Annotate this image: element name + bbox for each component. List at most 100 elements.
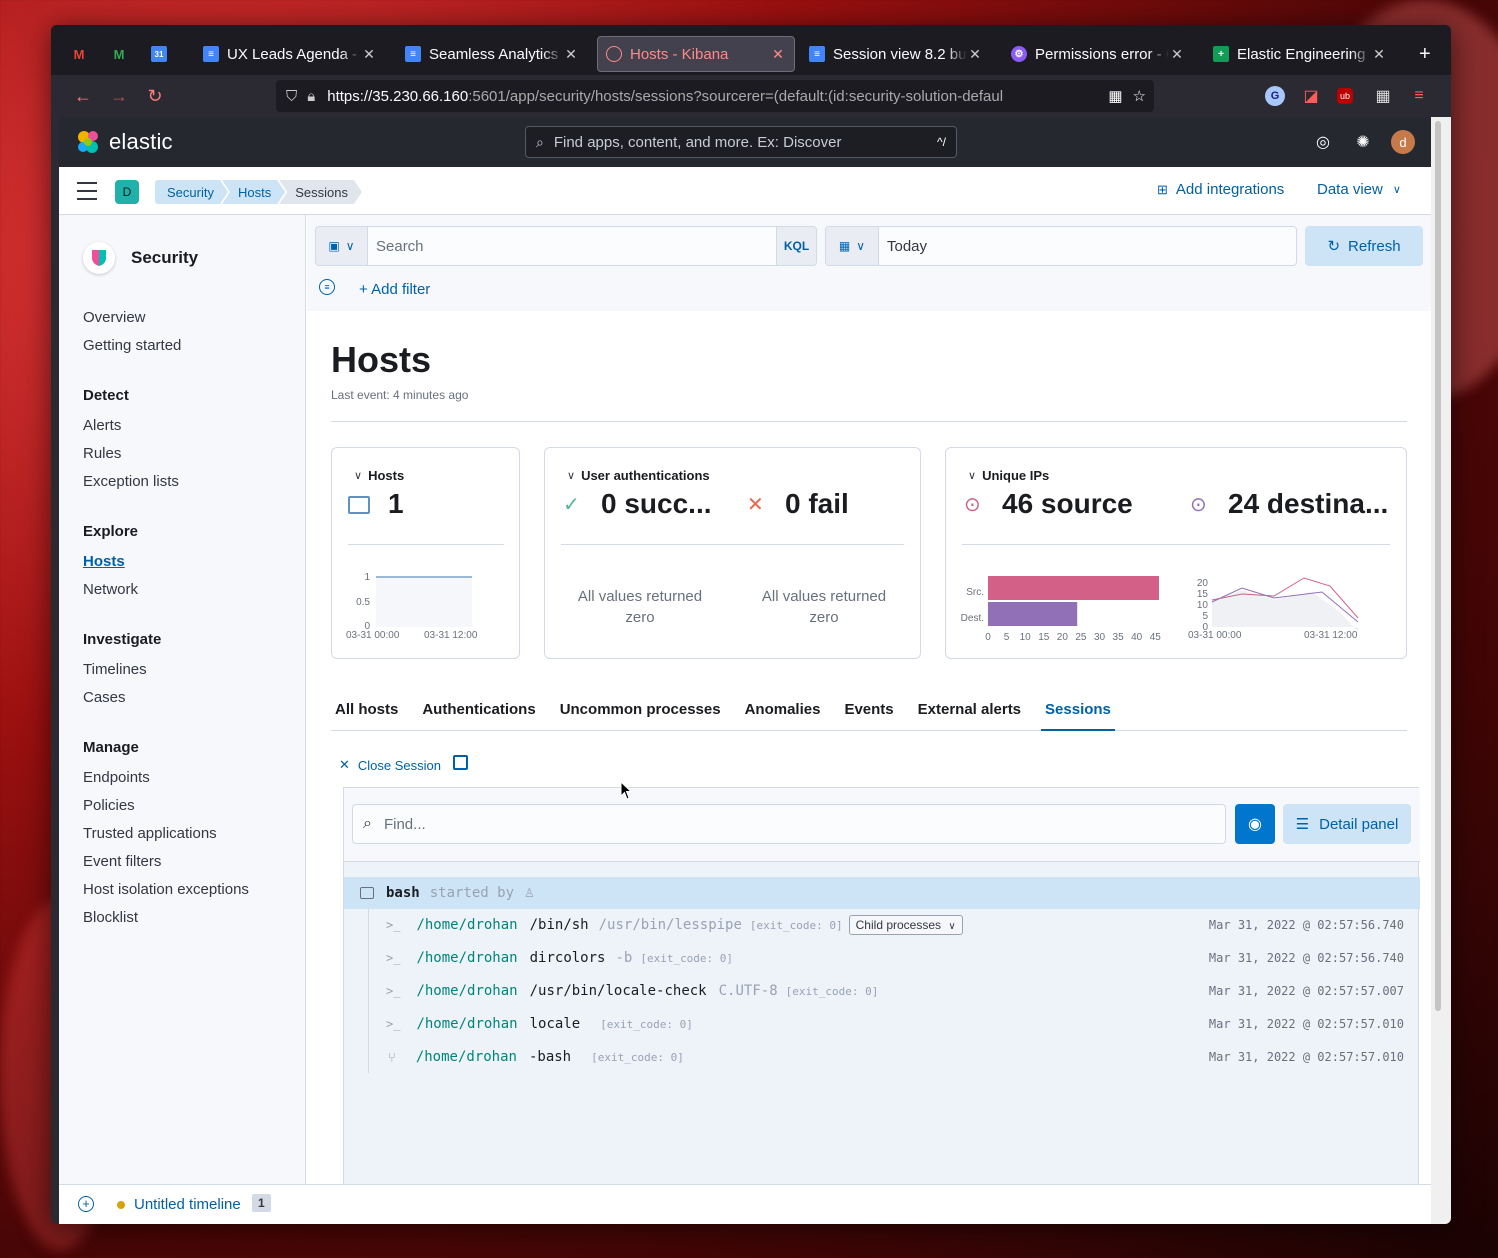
tab-session-view[interactable]: ≡ Session view 8.2 bug ✕ — [801, 36, 991, 72]
ips-bar — [988, 576, 1159, 600]
breadcrumb-hosts[interactable]: Hosts — [222, 180, 285, 204]
sidebar-item-endpoints[interactable]: Endpoints — [83, 769, 150, 786]
sidebar-item-hosts[interactable]: Hosts — [83, 553, 125, 570]
saved-query-button[interactable]: ▣ ∨ — [315, 226, 367, 266]
process-cmd: locale — [529, 1016, 581, 1032]
query-input[interactable]: Search — [367, 226, 777, 266]
child-processes-button[interactable]: Child processes ∨ — [848, 915, 963, 935]
sidebar-item-getting-started[interactable]: Getting started — [83, 337, 182, 354]
tab-gmail-1[interactable]: M — [63, 36, 95, 72]
menu-icon[interactable]: ≡ — [1414, 87, 1424, 104]
space-avatar[interactable]: D — [115, 180, 139, 204]
close-icon[interactable]: ✕ — [565, 45, 577, 62]
close-session-button[interactable]: ✕ Close Session — [339, 757, 441, 773]
tab-hosts-kibana[interactable]: Hosts - Kibana ✕ — [597, 36, 795, 72]
main-content: ▣ ∨ Search KQL ▦ ∨ Today ↻ Refresh — [307, 215, 1431, 1224]
sidebar-item-host-isolation-exceptions[interactable]: Host isolation exceptions — [83, 881, 249, 898]
x-tick: 35 — [1113, 632, 1125, 643]
tab-calendar[interactable]: 31 — [143, 36, 175, 72]
process-row[interactable]: >_ /home/drohan dircolors -b [exit_code:… — [344, 942, 1420, 974]
breadcrumb-security[interactable]: Security — [155, 180, 228, 204]
date-picker[interactable]: Today — [878, 226, 1297, 266]
tab-elastic-eng[interactable]: + Elastic Engineering R ✕ — [1205, 36, 1395, 72]
tab-anomalies[interactable]: Anomalies — [744, 701, 821, 718]
tab-ux-leads[interactable]: ≡ UX Leads Agenda - G ✕ — [195, 36, 385, 72]
x-tick: 45 — [1150, 632, 1162, 643]
sidebar-item-timelines[interactable]: Timelines — [83, 661, 147, 678]
shield-icon[interactable]: ⛉ — [286, 87, 298, 105]
tab-gmail-2[interactable]: M — [103, 36, 135, 72]
tab-sessions[interactable]: Sessions — [1041, 699, 1115, 731]
tab-external-alerts[interactable]: External alerts — [917, 701, 1022, 718]
ublock-icon[interactable]: ub — [1337, 88, 1353, 104]
add-filter-button[interactable]: + Add filter — [359, 281, 431, 298]
close-icon[interactable]: ✕ — [969, 45, 981, 62]
news-icon[interactable]: ✺ — [1356, 134, 1370, 151]
star-icon[interactable]: ☆ — [1132, 88, 1146, 105]
kpi-ips-toggle[interactable]: ∨ Unique IPs — [968, 468, 1049, 483]
find-input[interactable]: ⌕ Find... — [352, 804, 1226, 844]
close-icon[interactable]: ✕ — [363, 45, 375, 62]
filter-options-icon[interactable]: ≡ — [319, 279, 335, 295]
process-time: Mar 31, 2022 @ 02:57:57.010 — [1208, 1017, 1404, 1031]
page-scrollbar[interactable] — [1431, 117, 1451, 1224]
tab-seamless[interactable]: ≡ Seamless Analytics F ✕ — [397, 36, 587, 72]
process-row[interactable]: >_ /home/drohan /usr/bin/locale-check C.… — [344, 975, 1420, 1007]
add-integrations-link[interactable]: ⊞ Add integrations — [1157, 181, 1284, 198]
scrollbar-thumb[interactable] — [1435, 121, 1441, 1011]
avatar[interactable]: d — [1391, 130, 1415, 154]
sidebar-item-policies[interactable]: Policies — [83, 797, 135, 814]
global-search-input[interactable]: ⌕ Find apps, content, and more. Ex: Disc… — [525, 126, 957, 158]
process-row[interactable]: >_ /home/drohan locale [exit_code: 0] Ma… — [344, 1008, 1420, 1040]
session-root-row[interactable]: bash started by ♙ — [344, 877, 1420, 909]
data-view-button[interactable]: Data view ∨ — [1317, 181, 1401, 198]
chevron-down-icon: ∨ — [856, 239, 866, 253]
process-row[interactable]: ⑂ /home/drohan -bash [exit_code: 0] Mar … — [344, 1041, 1420, 1073]
timeline-link[interactable]: Untitled timeline — [134, 1196, 241, 1213]
new-tab-button[interactable]: + — [1411, 36, 1441, 72]
kpi-auth-toggle[interactable]: ∨ User authentications — [567, 468, 710, 483]
query-placeholder: Search — [376, 237, 424, 255]
lock-icon[interactable]: 🔒︎ — [307, 87, 316, 105]
close-icon[interactable]: ✕ — [1171, 45, 1183, 62]
sidebar-item-rules[interactable]: Rules — [83, 445, 122, 462]
y-tick: 0 — [1202, 622, 1208, 633]
tab-all-hosts[interactable]: All hosts — [335, 701, 399, 718]
kql-button[interactable]: KQL — [776, 226, 817, 266]
reload-button[interactable]: ↻ — [147, 85, 163, 106]
close-icon[interactable]: ✕ — [1373, 45, 1385, 62]
menu-icon[interactable] — [77, 182, 97, 200]
kpi-hosts-toggle[interactable]: ∨ Hosts — [354, 468, 404, 483]
sidebar-item-overview[interactable]: Overview — [83, 309, 146, 326]
extension-icon[interactable]: ◪ — [1303, 88, 1319, 105]
extensions-icon[interactable]: ▦ — [1375, 88, 1391, 105]
sidebar-item-trusted-applications[interactable]: Trusted applications — [83, 825, 217, 842]
sidebar-item-cases[interactable]: Cases — [83, 689, 126, 706]
sidebar-item-network[interactable]: Network — [83, 581, 139, 598]
sidebar-item-blocklist[interactable]: Blocklist — [83, 909, 139, 926]
date-quick-select[interactable]: ▦ ∨ — [825, 226, 879, 266]
sidebar-item-exception-lists[interactable]: Exception lists — [83, 473, 179, 490]
url-bar[interactable]: ⛉ 🔒︎ https://35.230.66.160:5601/app/secu… — [276, 80, 1154, 112]
add-timeline-icon[interactable]: + — [78, 1196, 94, 1212]
fullscreen-icon[interactable] — [453, 755, 468, 770]
terminal-prompt-icon: >_ — [386, 1017, 401, 1031]
display-options-button[interactable]: ◉ — [1235, 804, 1275, 844]
url-text[interactable]: https://35.230.66.160:5601/app/security/… — [327, 88, 1098, 105]
tab-uncommon-processes[interactable]: Uncommon processes — [559, 701, 721, 718]
forward-button[interactable]: → — [110, 85, 128, 106]
extension-icon[interactable]: G — [1265, 86, 1285, 106]
qr-icon[interactable]: ▦ — [1108, 88, 1123, 105]
sidebar-item-alerts[interactable]: Alerts — [83, 417, 122, 434]
back-button[interactable]: ← — [74, 85, 92, 106]
detail-panel-button[interactable]: ☰ Detail panel — [1283, 804, 1411, 844]
tab-permissions[interactable]: ⚙ Permissions error - G ✕ — [1003, 36, 1193, 72]
help-icon[interactable]: ◎ — [1316, 134, 1330, 151]
tab-events[interactable]: Events — [844, 701, 894, 718]
sidebar-item-event-filters[interactable]: Event filters — [83, 853, 162, 870]
close-icon[interactable]: ✕ — [772, 45, 784, 62]
process-row[interactable]: >_ /home/drohan /bin/sh /usr/bin/lesspip… — [344, 909, 1420, 941]
refresh-button[interactable]: ↻ Refresh — [1305, 226, 1423, 266]
tab-authentications[interactable]: Authentications — [422, 701, 536, 718]
elastic-logo[interactable]: elastic — [75, 129, 173, 155]
